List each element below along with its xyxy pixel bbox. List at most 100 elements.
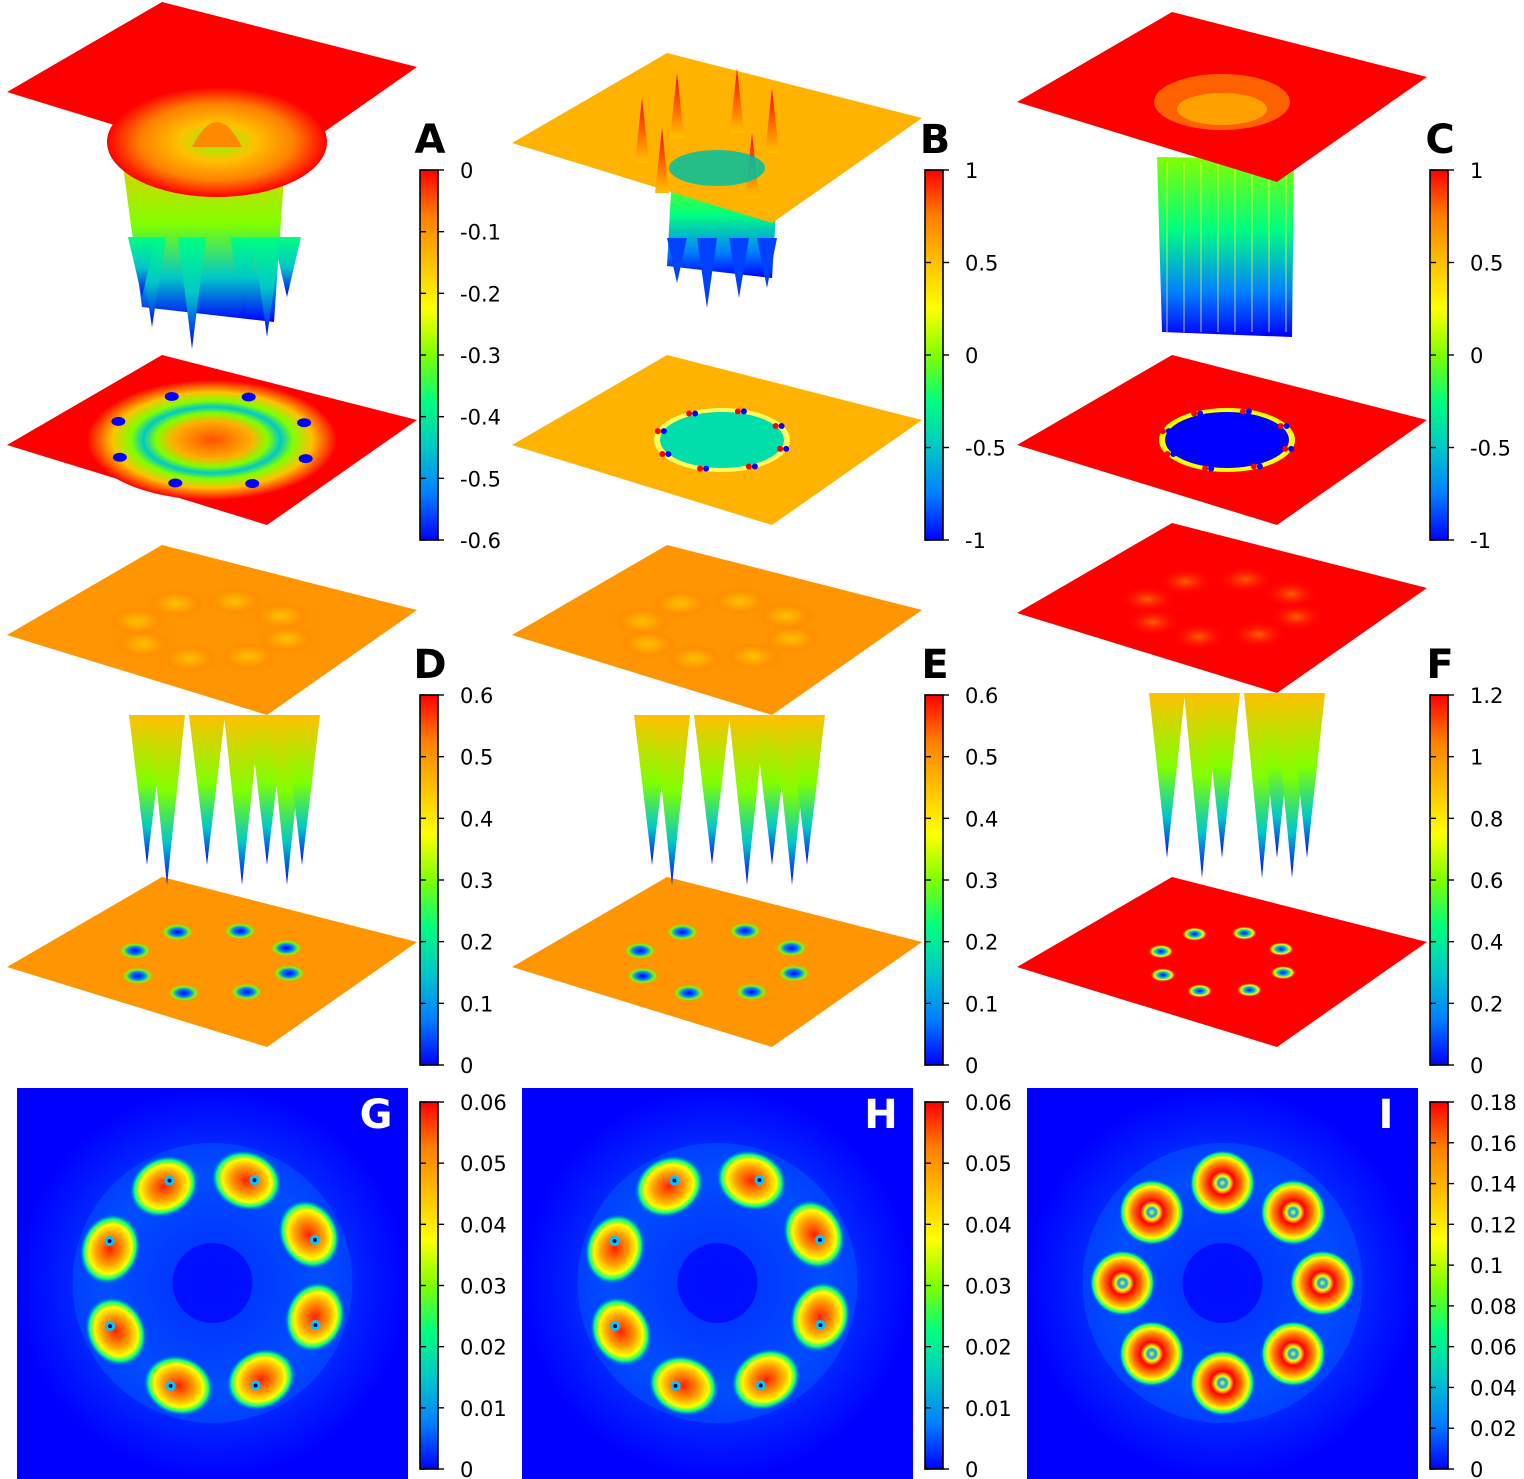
vortex-core — [1149, 967, 1176, 982]
colorbar-tick-label: 0.5 — [1470, 252, 1503, 276]
vortex-core — [164, 391, 179, 401]
vortex-core — [777, 445, 784, 452]
colorbar-tick-label: 0.16 — [1470, 1132, 1517, 1156]
colorbar-F: 1.2 1 0.8 0.6 0.4 0.2 0 — [1429, 684, 1503, 1078]
colorbar-gradient — [420, 170, 438, 540]
density-lobe — [1260, 1320, 1327, 1387]
vortex-core — [1170, 450, 1177, 457]
vortex-core — [1236, 982, 1263, 997]
surface — [634, 715, 825, 885]
surface-dip — [189, 715, 225, 865]
vortex-core — [728, 922, 763, 941]
surface-dimple — [1268, 602, 1325, 631]
colorbar-tick-label: 0.01 — [965, 1397, 1012, 1421]
surface-dimple — [1217, 565, 1274, 594]
density-lobe — [79, 1213, 141, 1285]
colorbar-D: 0.6 0.5 0.4 0.3 0.2 0.1 0 — [419, 684, 493, 1078]
density-lobe — [1289, 1250, 1356, 1316]
vortex-core — [1277, 423, 1284, 430]
projection-plane — [7, 877, 417, 1047]
vortex-core — [1231, 926, 1258, 941]
projection-map — [7, 877, 417, 1047]
vortex-core — [1256, 463, 1263, 470]
surface-dip — [697, 238, 717, 308]
projection-plane — [512, 877, 922, 1047]
vortex-core — [160, 923, 195, 942]
surface-dimple — [763, 624, 820, 653]
panel-D: D 0.6 0.5 0.4 0.3 0.2 0.1 0 — [7, 545, 493, 1078]
density-lobe — [129, 1155, 199, 1218]
vortex-core — [623, 941, 658, 960]
colorbar-E: 0.6 0.5 0.4 0.3 0.2 0.1 0 — [924, 684, 998, 1078]
panel-letter: H — [864, 1092, 897, 1138]
colorbar-tick-label: 0.4 — [460, 807, 493, 831]
vortex-core — [1147, 944, 1174, 959]
colorbar-tick-label: 0.03 — [965, 1275, 1012, 1299]
surface-dimple — [258, 624, 315, 653]
density-lobe — [731, 1348, 801, 1411]
surface-spike — [730, 68, 744, 133]
colorbar-tick-label: 0.06 — [1470, 1336, 1517, 1360]
vortex-core — [734, 982, 769, 1001]
colorbar-frame — [1429, 1101, 1449, 1470]
density-lobe — [226, 1348, 296, 1411]
panel-E: E 0.6 0.5 0.4 0.3 0.2 0.1 0 — [512, 545, 998, 1078]
colorbar-tick-label: 0.08 — [1470, 1295, 1517, 1319]
vortex-core — [1283, 423, 1290, 430]
surface-dimple — [115, 629, 172, 658]
colorbar-tick-label: 0.1 — [460, 992, 493, 1016]
surface-top — [7, 2, 417, 197]
density-lobe — [277, 1199, 341, 1270]
colorbar-tick-label: 0.02 — [460, 1336, 507, 1360]
vortex-core — [120, 966, 155, 985]
colorbar-tick-label: 0.04 — [1470, 1376, 1517, 1400]
colorbar-tick-label: 0.05 — [965, 1152, 1012, 1176]
panel-letter: A — [415, 117, 446, 163]
panel-I: I 0.18 0.16 0.14 0.12 0.1 0.08 0.06 0.04 0.02 0 — [1027, 1088, 1517, 1479]
surface-dip — [149, 715, 185, 885]
colorbar-H: 0.06 0.05 0.04 0.03 0.02 0.01 0 — [924, 1091, 1012, 1479]
surface-dimple — [712, 587, 769, 616]
surface-dimple — [147, 589, 204, 618]
vortex-core-center — [253, 1383, 258, 1388]
projection-ring — [87, 380, 337, 500]
surface-dip — [128, 237, 156, 297]
density-lobe — [1189, 1150, 1256, 1216]
vortex-core-center — [107, 1239, 112, 1244]
density-lobe — [284, 1281, 346, 1353]
density-lobe — [1118, 1320, 1185, 1387]
colorbar-tick-label: -0.5 — [1470, 437, 1511, 461]
vortex-core — [271, 964, 306, 983]
vortex-core — [1164, 450, 1171, 457]
surface — [129, 715, 320, 885]
colorbar-tick-label: -0.3 — [460, 344, 501, 368]
heatmap — [17, 1088, 408, 1479]
surface — [1149, 693, 1325, 878]
colorbar-tick-label: 0.5 — [460, 746, 493, 770]
colorbar-tick-label: 1 — [1470, 746, 1483, 770]
surface-dip — [694, 715, 730, 865]
surface-dimple — [207, 587, 264, 616]
panels: A0-0.1-0.2-0.3-0.4-0.5-0.6B10.50-0.5-1C1… — [7, 2, 1517, 1479]
vortex-core — [1288, 445, 1295, 452]
vortex-core — [118, 941, 153, 960]
surface-dimple — [1125, 607, 1182, 636]
vortex-core — [245, 479, 260, 489]
surface-dip — [1149, 693, 1185, 858]
colorbar-tick-label: 0.05 — [460, 1152, 507, 1176]
density-lobe — [789, 1281, 851, 1353]
vortex-core-center — [817, 1237, 822, 1242]
surface-top — [1017, 12, 1427, 182]
colorbar-A: 0 -0.1 -0.2 -0.3 -0.4 -0.5 -0.6 — [419, 159, 501, 553]
surface-dimple — [1262, 580, 1319, 609]
vortex-core-center — [313, 1322, 318, 1327]
surface-dip — [729, 238, 749, 298]
projection-map — [512, 355, 922, 525]
vortex-core — [751, 463, 758, 470]
surface-spike — [655, 128, 669, 193]
surface-dip — [178, 237, 206, 349]
panel-letter: I — [1379, 1092, 1394, 1138]
colorbar-tick-label: 0.06 — [460, 1091, 507, 1115]
vortex-core-center — [167, 1178, 172, 1183]
